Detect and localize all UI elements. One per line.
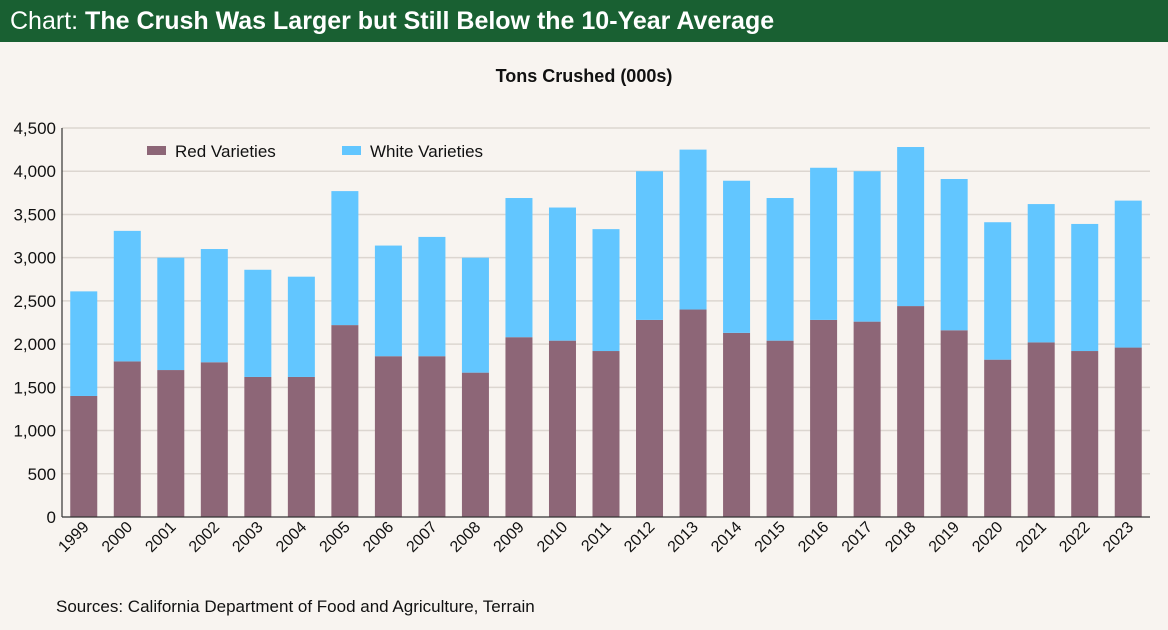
x-tick-label: 2000	[99, 519, 136, 556]
bar-red-varieties	[461, 372, 489, 517]
bar-white-varieties	[244, 269, 272, 377]
bar-white-varieties	[1027, 204, 1055, 343]
bar-red-varieties	[679, 309, 707, 517]
header-prefix: Chart:	[10, 7, 79, 35]
x-tick-label: 2015	[752, 519, 789, 556]
bar-white-varieties	[1071, 223, 1099, 352]
x-tick-label: 2011	[578, 519, 614, 555]
bar-red-varieties	[592, 351, 620, 517]
bar-white-varieties	[157, 257, 185, 371]
x-tick-label: 2006	[360, 519, 397, 556]
bar-white-varieties	[548, 207, 576, 341]
bar-white-varieties	[766, 198, 794, 341]
x-tick-label: 2020	[969, 519, 1006, 556]
bar-red-varieties	[157, 370, 185, 517]
x-tick-label: 2002	[186, 519, 223, 556]
bar-red-varieties	[984, 359, 1012, 517]
y-tick-label: 0	[47, 508, 56, 527]
x-tick-label: 2009	[491, 519, 528, 556]
bar-red-varieties	[1027, 342, 1055, 517]
legend-label: Red Varieties	[175, 142, 276, 161]
x-tick-label: 2022	[1056, 519, 1093, 556]
bar-red-varieties	[70, 395, 98, 517]
bar-red-varieties	[548, 340, 576, 517]
bar-white-varieties	[897, 147, 925, 307]
bar-white-varieties	[940, 179, 968, 331]
y-tick-label: 1,000	[13, 422, 56, 441]
x-tick-label: 2014	[708, 519, 745, 556]
bar-white-varieties	[723, 180, 751, 333]
bar-white-varieties	[505, 198, 533, 338]
y-tick-label: 4,500	[13, 119, 56, 138]
bar-red-varieties	[113, 361, 141, 517]
bar-red-varieties	[244, 376, 272, 517]
bar-white-varieties	[418, 236, 446, 357]
y-tick-label: 3,500	[13, 205, 56, 224]
chart-title: Tons Crushed (000s)	[495, 66, 673, 86]
y-tick-label: 4,000	[13, 162, 56, 181]
x-tick-label: 2010	[534, 519, 571, 556]
x-tick-label: 2005	[317, 519, 354, 556]
bar-red-varieties	[810, 319, 838, 517]
bar-red-varieties	[853, 321, 881, 517]
bar-red-varieties	[287, 376, 315, 517]
legend-label: White Varieties	[370, 142, 483, 161]
y-tick-label: 3,000	[13, 249, 56, 268]
x-tick-label: 2018	[882, 519, 919, 556]
bar-red-varieties	[723, 332, 751, 517]
y-tick-label: 1,500	[13, 378, 56, 397]
y-tick-label: 2,000	[13, 335, 56, 354]
x-tick-label: 2001	[142, 519, 179, 556]
bar-white-varieties	[70, 291, 98, 396]
x-tick-label: 2017	[839, 519, 876, 556]
bar-white-varieties	[592, 229, 620, 352]
bar-white-varieties	[331, 191, 359, 326]
x-tick-label: 2019	[926, 519, 963, 556]
x-tick-label: 2016	[795, 519, 832, 556]
x-tick-label: 2004	[273, 519, 310, 556]
header-title: The Crush Was Larger but Still Below the…	[85, 7, 775, 35]
bar-red-varieties	[1114, 347, 1142, 517]
x-tick-label: 1999	[55, 519, 92, 556]
bar-red-varieties	[766, 340, 794, 517]
bar-white-varieties	[287, 276, 315, 377]
bar-white-varieties	[810, 167, 838, 320]
bar-red-varieties	[374, 356, 402, 517]
bar-white-varieties	[1114, 200, 1142, 348]
legend-swatch	[147, 146, 166, 155]
x-tick-label: 2021	[1013, 519, 1050, 556]
bar-white-varieties	[679, 149, 707, 310]
x-tick-label: 2013	[665, 519, 702, 556]
x-tick-label: 2007	[404, 519, 441, 556]
bar-white-varieties	[374, 245, 402, 357]
bar-white-varieties	[636, 171, 664, 320]
bar-red-varieties	[200, 362, 228, 517]
source-note: Sources: California Department of Food a…	[56, 597, 535, 616]
x-tick-label: 2012	[621, 519, 658, 556]
bar-white-varieties	[113, 230, 141, 362]
chart-header: Chart: The Crush Was Larger but Still Be…	[0, 0, 1168, 42]
bar-red-varieties	[418, 356, 446, 517]
x-tick-label: 2008	[447, 519, 484, 556]
bar-white-varieties	[200, 249, 228, 363]
bar-red-varieties	[1071, 351, 1099, 517]
bar-white-varieties	[461, 257, 489, 373]
bar-red-varieties	[505, 337, 533, 517]
bar-white-varieties	[984, 222, 1012, 360]
x-tick-label: 2023	[1100, 519, 1137, 556]
bar-red-varieties	[940, 330, 968, 517]
y-tick-label: 2,500	[13, 292, 56, 311]
legend-swatch	[342, 146, 361, 155]
bar-red-varieties	[331, 325, 359, 517]
bar-white-varieties	[853, 171, 881, 322]
bar-red-varieties	[636, 319, 664, 517]
x-tick-label: 2003	[229, 519, 266, 556]
bar-red-varieties	[897, 306, 925, 517]
y-tick-label: 500	[28, 465, 56, 484]
